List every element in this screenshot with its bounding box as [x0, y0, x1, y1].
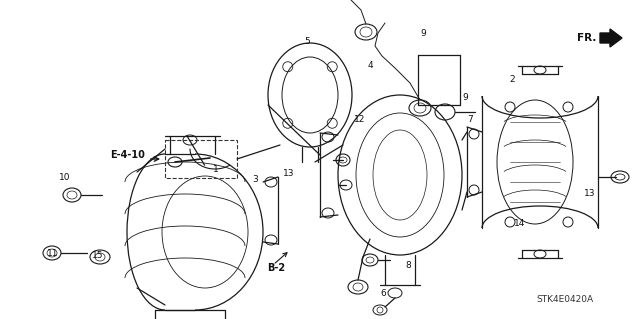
Text: 8: 8 [405, 262, 411, 271]
Text: B-2: B-2 [267, 263, 285, 273]
Text: 7: 7 [467, 115, 473, 124]
FancyArrow shape [600, 29, 622, 47]
Text: 14: 14 [515, 219, 525, 227]
Text: 9: 9 [462, 93, 468, 102]
Text: 5: 5 [304, 38, 310, 47]
Text: 13: 13 [284, 168, 295, 177]
Text: 15: 15 [92, 251, 104, 261]
Text: 1: 1 [213, 166, 219, 174]
Text: FR.: FR. [577, 33, 596, 43]
Text: 12: 12 [355, 115, 365, 124]
Text: 11: 11 [47, 249, 59, 257]
Text: 13: 13 [584, 189, 596, 197]
Text: 6: 6 [380, 288, 386, 298]
Text: STK4E0420A: STK4E0420A [536, 295, 593, 305]
Text: 4: 4 [367, 62, 373, 70]
Text: 2: 2 [509, 76, 515, 85]
Text: E-4-10: E-4-10 [111, 150, 145, 160]
Text: 3: 3 [252, 175, 258, 184]
Text: 10: 10 [60, 174, 71, 182]
Text: 9: 9 [420, 28, 426, 38]
